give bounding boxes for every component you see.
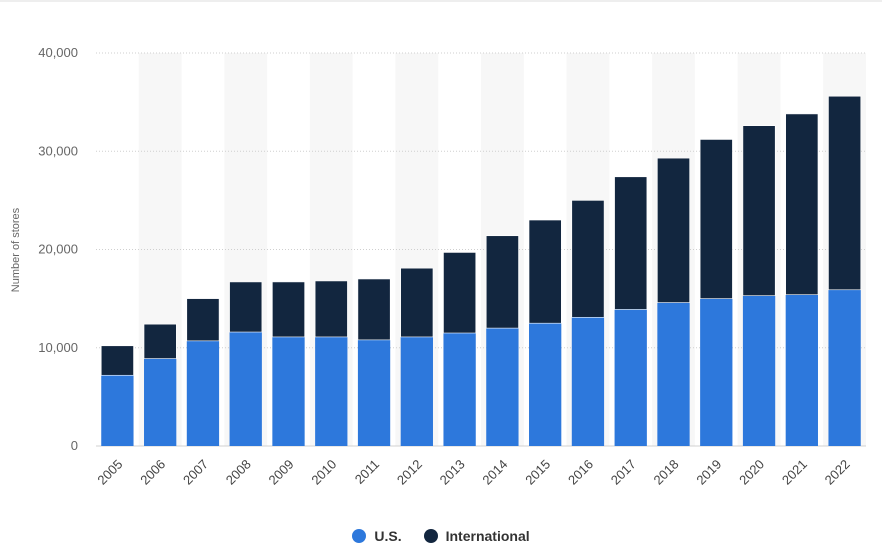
- x-tick-label: 2009: [266, 457, 297, 488]
- top-divider: [0, 0, 882, 2]
- bar-2017-international[interactable]: [614, 176, 648, 310]
- bar-2009-international[interactable]: [272, 281, 305, 338]
- x-tick-label: 2019: [693, 457, 724, 488]
- bar-2006-international[interactable]: [143, 323, 177, 359]
- x-tick-label: 2010: [308, 457, 339, 488]
- x-tick-label: 2006: [137, 457, 168, 488]
- x-tick-label: 2018: [651, 457, 682, 488]
- x-tick-label: 2014: [479, 457, 510, 488]
- bar-2018-us[interactable]: [657, 302, 690, 446]
- legend-swatch-us: [352, 529, 367, 543]
- legend-swatch-international: [423, 529, 438, 543]
- bar-2020-us[interactable]: [742, 295, 776, 446]
- bar-2009-us[interactable]: [272, 336, 305, 446]
- x-tick-label: 2005: [94, 457, 125, 488]
- x-tick-label: 2013: [437, 457, 468, 488]
- bar-2011-us[interactable]: [357, 339, 391, 446]
- bars: [100, 95, 862, 446]
- bar-2005-us[interactable]: [101, 375, 134, 446]
- bar-2014-international[interactable]: [485, 235, 519, 329]
- bar-2010-us[interactable]: [315, 336, 348, 446]
- bar-2006-us[interactable]: [144, 358, 177, 446]
- x-tick-label: 2021: [779, 457, 810, 488]
- bar-2015-international[interactable]: [528, 219, 562, 324]
- bar-2008-us[interactable]: [229, 332, 262, 446]
- bar-2020-international[interactable]: [742, 125, 776, 296]
- bar-2007-international[interactable]: [186, 298, 220, 342]
- bar-2016-us[interactable]: [571, 317, 605, 446]
- x-tick-label: 2016: [565, 457, 596, 488]
- bar-2005-international[interactable]: [100, 345, 134, 376]
- bar-2007-us[interactable]: [186, 340, 220, 446]
- x-tick-label: 2015: [522, 457, 553, 488]
- y-tick-label: 40,000: [38, 45, 78, 60]
- y-tick-label: 10,000: [38, 340, 78, 355]
- legend-label-international: International: [445, 528, 530, 544]
- legend-item-international[interactable]: International: [423, 528, 530, 544]
- bar-2008-international[interactable]: [229, 281, 263, 333]
- x-tick-label: 2022: [822, 457, 853, 488]
- bar-2014-us[interactable]: [486, 328, 519, 446]
- bar-2021-international[interactable]: [785, 113, 819, 295]
- x-tick-label: 2008: [223, 457, 254, 488]
- x-axis-ticks: 2005 2006 2007 2008 2009 2010 2011 2012 2013 2014…: [94, 457, 852, 488]
- legend-label-us: U.S.: [374, 528, 402, 544]
- y-tick-label: 20,000: [38, 242, 78, 257]
- y-tick-label: 30,000: [38, 143, 78, 158]
- bar-2013-international[interactable]: [443, 252, 477, 334]
- bar-2019-us[interactable]: [700, 298, 733, 446]
- bar-2022-us[interactable]: [828, 289, 861, 446]
- x-tick-label: 2012: [394, 457, 425, 488]
- bar-2013-us[interactable]: [443, 333, 476, 446]
- x-tick-label: 2020: [736, 457, 767, 488]
- y-axis-ticks: 0 10,000 20,000 30,000 40,000: [38, 45, 78, 453]
- bar-2010-international[interactable]: [314, 280, 348, 338]
- x-tick-label: 2011: [352, 457, 382, 487]
- x-tick-label: 2007: [180, 457, 211, 488]
- bar-2018-international[interactable]: [657, 157, 690, 303]
- bar-2012-international[interactable]: [400, 267, 434, 338]
- bar-2016-international[interactable]: [571, 200, 605, 318]
- bar-2017-us[interactable]: [614, 309, 647, 446]
- gridlines: [96, 52, 866, 447]
- bar-2019-international[interactable]: [699, 139, 733, 299]
- bar-2015-us[interactable]: [529, 323, 562, 446]
- legend-item-us[interactable]: U.S.: [352, 528, 402, 544]
- bar-2021-us[interactable]: [785, 294, 818, 446]
- legend: U.S. International: [0, 528, 882, 544]
- bar-2022-international[interactable]: [828, 95, 862, 291]
- bar-2012-us[interactable]: [400, 336, 433, 446]
- x-tick-label: 2017: [608, 457, 639, 488]
- bar-2011-international[interactable]: [357, 278, 391, 341]
- y-tick-label: 0: [71, 438, 78, 453]
- y-axis-label: Number of stores: [10, 207, 22, 292]
